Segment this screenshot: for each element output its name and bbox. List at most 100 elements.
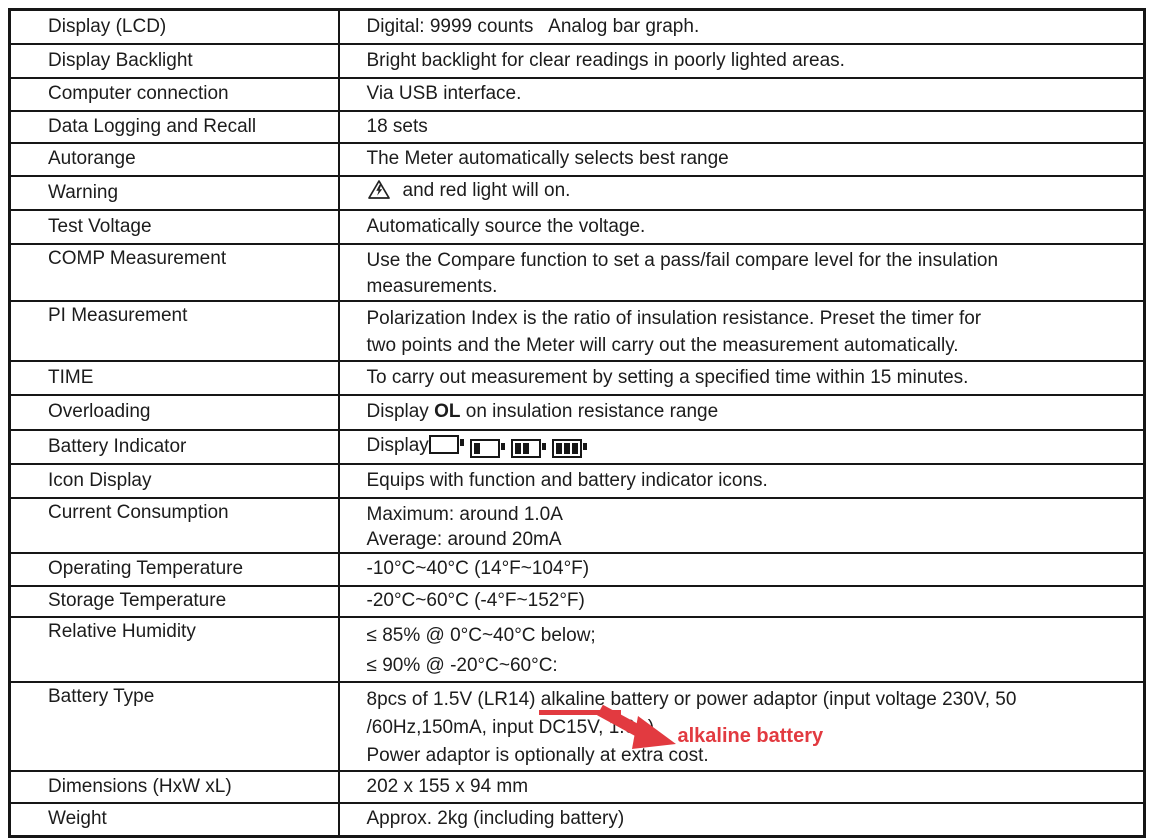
spec-value: 202 x 155 x 94 mm [366,775,529,797]
value-battery-type: 8pcs of 1.5V (LR14) alkaline battery or … [337,680,1146,772]
spec-label: Computer connection [48,83,229,104]
spec-label: TIME [48,366,94,388]
value-autorange: The Meter automatically selects best ran… [337,141,1146,177]
label-battery-indicator: Battery Indicator [8,428,340,465]
spec-label: Display (LCD) [48,15,167,37]
row-display-backlight: Display Backlight Bright backlight for c… [8,42,1146,79]
battery-full-icon [551,439,587,458]
spec-value-line: Use the Compare function to set a pass/f… [366,249,999,271]
spec-value: Bright backlight for clear readings in p… [366,49,845,71]
battery-two-bars-icon [510,439,546,458]
spec-value: -10°C~40°C (14°F~104°F) [366,558,590,579]
spec-value: Automatically source the voltage. [366,215,646,237]
row-operating-temperature: Operating Temperature -10°C~40°C (14°F~1… [8,551,1146,587]
label-battery-type: Battery Type [8,680,340,772]
spec-label: Operating Temperature [48,558,244,579]
row-computer-connection: Computer connection Via USB interface. [8,76,1146,112]
value-display-lcd: Digital: 9999 counts Analog bar graph. [337,8,1146,45]
label-overloading: Overloading [8,393,340,431]
label-warning: Warning [8,174,340,211]
value-pi-measurement: Polarization Index is the ratio of insul… [337,299,1146,362]
spec-value: To carry out measurement by setting a sp… [366,366,969,388]
spec-value-line: measurements. [366,275,498,297]
specification-table: Display (LCD) Digital: 9999 counts Analo… [8,8,1146,838]
row-comp-measurement: COMP Measurement Use the Compare functio… [8,242,1146,302]
value-warning: and red light will on. [337,174,1146,211]
label-display-backlight: Display Backlight [8,42,340,79]
row-test-voltage: Test Voltage Automatically source the vo… [8,208,1146,245]
label-test-voltage: Test Voltage [8,208,340,245]
label-dimensions: Dimensions (HxW xL) [8,769,340,804]
row-pi-measurement: PI Measurement Polarization Index is the… [8,299,1146,362]
row-display-lcd: Display (LCD) Digital: 9999 counts Analo… [8,8,1146,45]
label-current-consumption: Current Consumption [8,496,340,554]
value-storage-temperature: -20°C~60°C (-4°F~152°F) [337,584,1146,618]
spec-label: Overloading [48,401,151,422]
spec-value-line: two points and the Meter will carry out … [366,334,959,356]
battery-type-line1-prefix: 8pcs of 1.5V (LR14) [366,688,541,710]
alkaline-underlined-word: alkaline [540,688,606,710]
spec-label: Warning [48,181,119,203]
spec-label: Autorange [48,148,136,169]
spec-value: -20°C~60°C (-4°F~152°F) [366,590,585,611]
label-storage-temperature: Storage Temperature [8,584,340,618]
spec-value: Approx. 2kg (including battery) [366,808,625,830]
label-data-logging: Data Logging and Recall [8,109,340,144]
spec-label: Battery Type [48,685,155,707]
spec-label: COMP Measurement [48,247,227,269]
row-relative-humidity: Relative Humidity ≤ 85% @ 0°C~40°C below… [8,615,1146,683]
spec-label: Dimensions (HxW xL) [48,775,232,797]
battery-empty-icon [428,435,464,454]
spec-value-line: ≤ 90% @ -20°C~60°C: [366,654,558,676]
battery-one-bar-icon [469,439,505,458]
spec-value: and red light will on. [402,180,571,201]
spec-value-line: Polarization Index is the ratio of insul… [366,307,982,329]
alkaline-battery-annotation: alkaline battery [677,724,824,747]
value-current-consumption: Maximum: around 1.0A Average: around 20m… [337,496,1146,554]
label-weight: Weight [8,801,340,838]
row-warning: Warning and red light will on. [8,174,1146,211]
value-operating-temperature: -10°C~40°C (14°F~104°F) [337,551,1146,587]
red-annotation-arrow-icon [596,704,676,749]
value-weight: Approx. 2kg (including battery) [337,801,1146,838]
spec-value: Digital: 9999 counts Analog bar graph. [366,15,700,37]
spec-value-line: Average: around 20mA [366,528,562,550]
row-data-logging: Data Logging and Recall 18 sets [8,109,1146,144]
label-icon-display: Icon Display [8,462,340,499]
spec-value-line: 8pcs of 1.5V (LR14) alkaline battery or … [367,686,1136,714]
spec-label: Data Logging and Recall [48,115,257,137]
value-time: To carry out measurement by setting a sp… [337,359,1146,396]
value-relative-humidity: ≤ 85% @ 0°C~40°C below; ≤ 90% @ -20°C~60… [337,615,1146,683]
spec-value-suffix: on insulation resistance range [460,401,719,422]
row-storage-temperature: Storage Temperature -20°C~60°C (-4°F~152… [8,584,1146,618]
spec-value: The Meter automatically selects best ran… [366,148,729,169]
spec-label: Current Consumption [48,501,229,523]
spec-label: PI Measurement [48,304,188,326]
spec-value-line: ≤ 85% @ 0°C~40°C below; [366,624,596,646]
value-overloading: Display OL on insulation resistance rang… [337,393,1146,431]
spec-value: 18 sets [366,115,428,137]
label-relative-humidity: Relative Humidity [8,615,340,683]
spec-label: Display Backlight [48,49,193,71]
row-battery-type: Battery Type 8pcs of 1.5V (LR14) alkalin… [8,680,1146,772]
row-autorange: Autorange The Meter automatically select… [8,141,1146,177]
label-time: TIME [8,359,340,396]
value-test-voltage: Automatically source the voltage. [337,208,1146,245]
row-battery-indicator: Battery Indicator Display [8,428,1146,465]
spec-value-line: Power adaptor is optionally at extra cos… [366,744,709,766]
value-dimensions: 202 x 155 x 94 mm [337,769,1146,804]
value-computer-connection: Via USB interface. [337,76,1146,112]
spec-value-prefix: Display [366,401,435,422]
spec-label: Weight [48,808,107,830]
row-overloading: Overloading Display OL on insulation res… [8,393,1146,431]
spec-value-line: Maximum: around 1.0A [366,503,563,525]
label-computer-connection: Computer connection [8,76,340,112]
spec-label: Relative Humidity [48,620,196,642]
value-comp-measurement: Use the Compare function to set a pass/f… [337,242,1146,302]
row-current-consumption: Current Consumption Maximum: around 1.0A… [8,496,1146,554]
spec-label: Battery Indicator [48,435,187,457]
row-icon-display: Icon Display Equips with function and ba… [8,462,1146,499]
label-autorange: Autorange [8,141,340,177]
spec-label: Test Voltage [48,215,152,237]
row-time: TIME To carry out measurement by setting… [8,359,1146,396]
